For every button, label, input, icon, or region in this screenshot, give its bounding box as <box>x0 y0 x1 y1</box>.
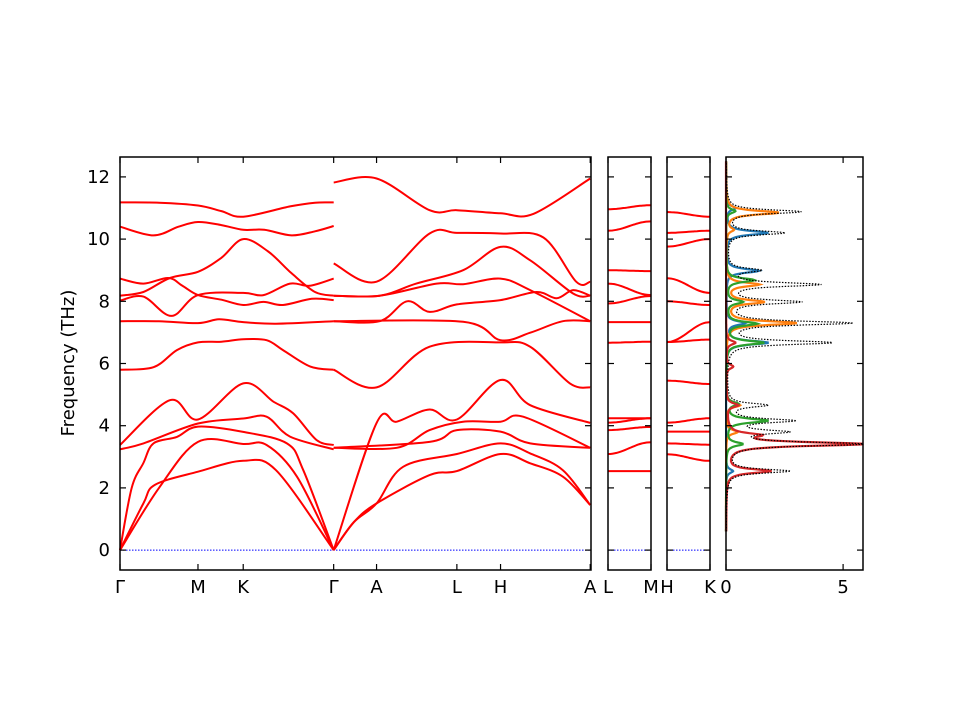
phonon-band-main-2 <box>119 276 334 307</box>
phonon-band-main-18 <box>333 340 591 389</box>
phonon-band-main-3 <box>119 238 334 297</box>
phonon-band-L-M-4 <box>607 295 652 305</box>
phonon-band-H-K-7 <box>666 379 711 385</box>
phonon-band-main-6 <box>119 337 334 371</box>
phonon-band-main-11 <box>119 458 335 551</box>
dos-x-tick-label-0: 0 <box>720 577 731 598</box>
phonon-band-main-21 <box>333 428 591 449</box>
phonon-band-H-K-8 <box>666 417 711 424</box>
x-tick-label-main-7: A <box>584 577 597 598</box>
y-tick-label-8: 8 <box>99 291 110 312</box>
phonon-band-H-K-2 <box>666 238 711 248</box>
y-tick-label-0: 0 <box>99 540 110 561</box>
phonon-band-L-M-9 <box>607 425 652 432</box>
phonon-band-main-5 <box>119 318 334 325</box>
phonon-band-main-22 <box>332 442 591 551</box>
x-tick-label-main-2: K <box>237 577 250 598</box>
phonon-band-main-17 <box>333 319 591 342</box>
dos-curve-total <box>725 161 864 532</box>
y-tick-label-10: 10 <box>87 229 110 250</box>
phonon-band-main-13 <box>333 228 591 286</box>
y-tick-label-6: 6 <box>99 354 110 375</box>
phonon-band-H-K-0 <box>666 211 711 218</box>
phonon-band-main-1 <box>119 220 334 237</box>
y-tick-label-2: 2 <box>99 478 110 499</box>
panel-main-frame <box>119 156 592 571</box>
phonon-band-main-10 <box>119 438 335 551</box>
phonon-band-main-8 <box>119 414 334 451</box>
phonon-band-main-4 <box>119 277 334 317</box>
phonon-band-main-7 <box>119 382 334 446</box>
phonon-band-main-0 <box>119 201 334 218</box>
phonon-band-L-M-10 <box>607 441 652 455</box>
phonon-band-main-23 <box>332 452 591 551</box>
panel-H-K-frame <box>666 156 711 571</box>
phonon-band-main-9 <box>119 425 335 551</box>
dos-curve-red <box>724 161 864 532</box>
phonon-band-L-M-6 <box>607 340 652 344</box>
phonon-band-L-M-3 <box>607 282 652 297</box>
phonon-band-H-K-10 <box>666 442 711 446</box>
x-tick-label-main-4: A <box>370 577 383 598</box>
x-tick-label-main-5: L <box>452 577 462 598</box>
phonon-band-H-K-4 <box>666 300 711 306</box>
phonon-band-main-16 <box>333 289 591 324</box>
panel-L-M-frame <box>607 156 652 571</box>
dos-panel-frame <box>725 156 864 571</box>
phonon-band-L-M-8 <box>607 417 652 424</box>
x-tick-label-L-M-1: M <box>643 577 659 598</box>
phonon-band-main-15 <box>333 277 591 323</box>
y-tick-label-12: 12 <box>87 167 110 188</box>
phonon-band-L-M-0 <box>607 204 652 211</box>
phonon-band-H-K-5 <box>666 321 711 343</box>
x-tick-label-main-1: M <box>190 577 206 598</box>
x-tick-label-H-K-1: K <box>704 577 717 598</box>
phonon-band-main-14 <box>333 245 591 298</box>
x-tick-label-main-3: Γ <box>329 577 339 598</box>
phonon-band-H-K-6 <box>666 338 710 344</box>
phonon-band-H-K-1 <box>666 229 711 234</box>
dos-x-tick-label-5: 5 <box>837 577 848 598</box>
phonon-band-L-M-2 <box>608 269 651 273</box>
phonon-band-main-19 <box>332 378 591 551</box>
x-tick-label-main-0: Γ <box>115 577 125 598</box>
phonon-band-main-20 <box>333 414 591 451</box>
phonon-band-main-12 <box>333 176 591 218</box>
x-tick-label-L-M-0: L <box>603 577 613 598</box>
phonon-band-H-K-11 <box>666 453 711 462</box>
phonon-band-L-M-1 <box>607 220 652 232</box>
x-tick-label-H-K-0: H <box>660 577 674 598</box>
y-tick-label-4: 4 <box>99 416 110 437</box>
phonon-band-H-K-3 <box>666 277 711 294</box>
x-tick-label-main-6: H <box>494 577 508 598</box>
y-axis-label: Frequency (THz) <box>58 290 79 437</box>
